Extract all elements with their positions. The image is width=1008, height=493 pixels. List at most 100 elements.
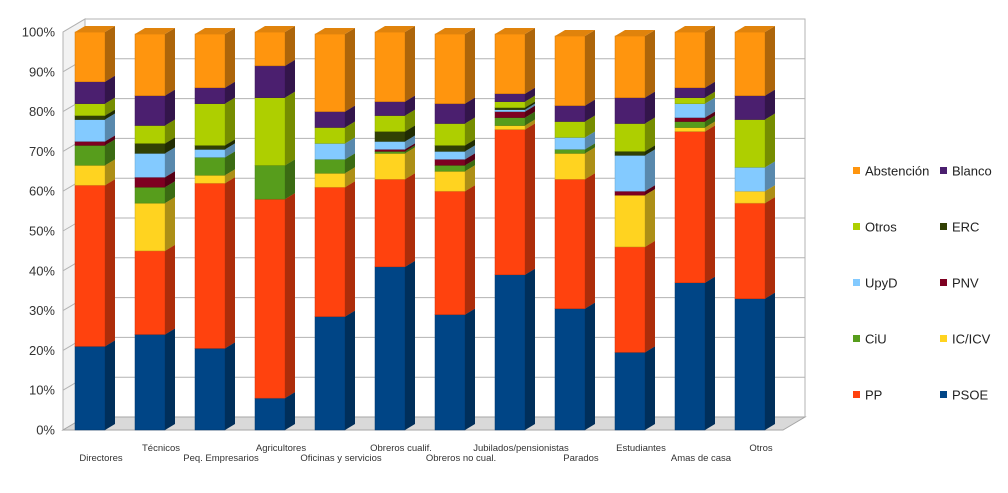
bar-front	[494, 129, 526, 276]
bars	[74, 26, 775, 431]
bar-front	[74, 31, 106, 82]
bar-front	[494, 274, 526, 431]
bar-stack	[254, 26, 295, 431]
bar-front	[74, 103, 106, 116]
bar-front	[434, 151, 466, 160]
bar-side	[105, 159, 115, 186]
bar-side	[405, 109, 415, 132]
bar-front	[254, 97, 286, 166]
bar-segment	[734, 197, 775, 299]
legend-swatch	[940, 279, 947, 286]
legend-label: PP	[865, 388, 882, 403]
bar-segment	[134, 89, 175, 126]
bar-side	[165, 147, 175, 178]
bar-front	[374, 141, 406, 150]
bar-top	[615, 29, 655, 36]
y-tick-label: 30%	[29, 303, 55, 318]
bar-side	[165, 181, 175, 204]
bar-front	[194, 33, 226, 88]
bar-side	[105, 139, 115, 166]
bar-side	[285, 91, 295, 166]
bar-front	[374, 151, 406, 154]
bar-side	[465, 139, 475, 152]
bar-side	[285, 159, 295, 200]
bar-front	[194, 348, 226, 431]
bar-front	[554, 121, 586, 138]
y-tick-label: 60%	[29, 184, 55, 199]
y-tick-label: 50%	[29, 224, 55, 239]
bar-front	[194, 145, 226, 150]
bar-front	[314, 143, 346, 160]
bar-top	[555, 29, 595, 36]
x-tick-label: Obreros cualif.	[370, 443, 432, 454]
bar-side	[345, 121, 355, 144]
bar-front	[314, 127, 346, 144]
bar-front	[74, 184, 106, 347]
bar-side	[165, 328, 175, 430]
bar-side	[465, 117, 475, 146]
bar-segment	[134, 328, 175, 431]
y-tick-label: 20%	[29, 343, 55, 358]
bar-side	[765, 185, 775, 204]
bar-stack	[74, 26, 115, 431]
bar-segment	[254, 91, 295, 166]
bar-side	[585, 115, 595, 138]
bar-front	[314, 159, 346, 174]
bar-front	[134, 143, 166, 154]
bar-side	[225, 169, 235, 184]
bar-front	[134, 95, 166, 126]
bar-side	[705, 121, 715, 132]
bar-segment	[614, 346, 655, 431]
legend-swatch	[940, 223, 947, 230]
bar-side	[705, 81, 715, 98]
bar-front	[674, 31, 706, 88]
bar-front	[674, 87, 706, 98]
bar-segment	[614, 149, 655, 192]
bar-side	[405, 95, 415, 116]
bar-front	[194, 87, 226, 104]
bar-side	[585, 29, 595, 106]
legend-swatch	[853, 223, 860, 230]
bar-front	[494, 111, 526, 118]
legend-item: UpyD	[853, 276, 898, 291]
bar-segment	[674, 125, 715, 283]
bar-segment	[314, 181, 355, 317]
bar-front	[674, 117, 706, 122]
bar-front	[554, 179, 586, 309]
bar-front	[434, 33, 466, 104]
bar-segment	[434, 27, 475, 104]
bar-side	[465, 27, 475, 104]
bar-front	[194, 157, 226, 176]
bar-front	[254, 165, 286, 200]
bar-front	[734, 31, 766, 96]
bar-front	[434, 171, 466, 192]
bar-side	[345, 167, 355, 188]
bar-front	[134, 202, 166, 252]
legend: Abstención Blanco Otros ERC UpyD PNV CiU IC/ICV…	[853, 164, 992, 403]
bar-side	[345, 137, 355, 160]
bar-side	[105, 340, 115, 430]
bar-side	[645, 189, 655, 247]
bar-top	[375, 26, 415, 32]
bar-segment	[494, 123, 535, 276]
bar-side	[765, 113, 775, 168]
bar-front	[614, 97, 646, 124]
bar-segment	[254, 26, 295, 67]
bar-front	[734, 298, 766, 431]
bar-segment	[314, 310, 355, 431]
bar-side	[765, 26, 775, 96]
bar-front	[374, 131, 406, 142]
bar-side	[225, 143, 235, 158]
bar-front	[734, 167, 766, 192]
bar-stack	[434, 27, 475, 431]
bar-side	[405, 125, 415, 142]
bar-side	[525, 119, 535, 130]
bar-side	[285, 193, 295, 399]
bar-side	[345, 310, 355, 430]
x-tick-label: Estudiantes	[616, 443, 666, 454]
bar-front	[374, 101, 406, 116]
bar-side	[465, 97, 475, 124]
bar-front	[614, 352, 646, 431]
bar-front	[194, 182, 226, 349]
legend-label: Abstención	[865, 164, 929, 179]
